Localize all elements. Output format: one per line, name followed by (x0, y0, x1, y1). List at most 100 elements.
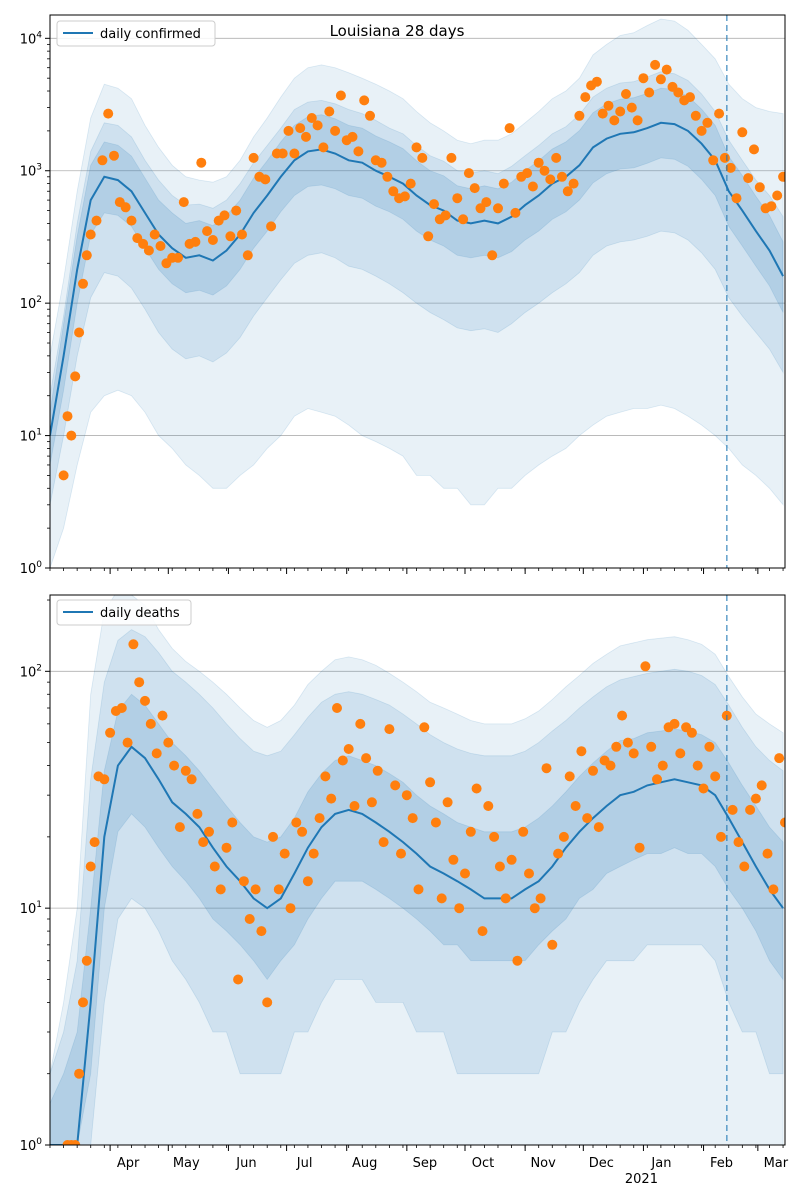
deaths-data-point (378, 837, 389, 848)
confirmed-data-point (673, 87, 684, 98)
confirmed-legend-box (56, 20, 216, 47)
deaths-data-point (425, 777, 436, 788)
deaths-legend: daily deaths (56, 599, 192, 626)
deaths-x-tick-label: Nov (530, 1156, 556, 1171)
confirmed-data-point (557, 171, 567, 182)
confirmed-data-point (545, 174, 556, 185)
deaths-data-point (349, 801, 360, 811)
deaths-data-point (250, 884, 261, 895)
deaths-y-tick-label: 101 (20, 900, 42, 917)
deaths-data-point (85, 861, 96, 872)
confirmed-data-point (301, 131, 311, 142)
deaths-data-point (739, 861, 750, 872)
deaths-data-point (460, 868, 470, 879)
deaths-data-point (634, 842, 645, 853)
confirmed-data-point (120, 202, 131, 213)
deaths-data-point (413, 884, 424, 895)
deaths-y-tick-label: 102 (20, 663, 42, 680)
confirmed-data-point (353, 146, 364, 157)
confirmed-data-point (178, 197, 189, 208)
deaths-data-point (692, 760, 703, 771)
deaths-data-point (611, 741, 622, 752)
deaths-x-tick-label: Jul (296, 1156, 313, 1171)
confirmed-data-point (603, 100, 614, 111)
confirmed-data-point (365, 110, 375, 121)
deaths-data-point (593, 822, 604, 833)
confirmed-data-point (109, 150, 119, 161)
confirmed-data-point (219, 210, 230, 221)
confirmed-data-point (242, 250, 253, 261)
deaths-data-point (733, 837, 744, 848)
confirmed-data-point (661, 64, 672, 75)
deaths-data-point (169, 760, 180, 771)
confirmed-data-point (359, 95, 370, 106)
deaths-band-inner (50, 693, 784, 1145)
deaths-data-point (256, 926, 267, 937)
confirmed-data-point (225, 231, 236, 242)
confirmed-data-point (504, 123, 515, 134)
deaths-data-point (163, 737, 174, 748)
deaths-data-point (145, 718, 156, 729)
deaths-data-point (500, 893, 511, 904)
deaths-data-point (558, 831, 569, 842)
deaths-data-point (576, 746, 587, 757)
confirmed-data-point (423, 231, 434, 242)
confirmed-data-point (615, 106, 626, 117)
deaths-data-point (99, 774, 110, 785)
deaths-data-point (279, 848, 290, 859)
confirmed-data-point (62, 411, 73, 422)
confirmed-data-point (411, 142, 422, 153)
confirmed-y-tick-label: 100 (20, 560, 43, 577)
deaths-data-point (582, 813, 593, 824)
confirmed-data-point (591, 76, 602, 87)
deaths-data-point (477, 926, 488, 937)
confirmed-data-point (440, 210, 451, 221)
confirmed-data-point (66, 430, 77, 441)
deaths-data-point (105, 727, 116, 738)
deaths-data-point (553, 848, 564, 859)
confirmed-data-point (231, 205, 242, 216)
deaths-data-point (605, 760, 616, 771)
deaths-data-point (302, 876, 313, 887)
deaths-data-point (547, 939, 558, 950)
deaths-data-point (134, 677, 145, 688)
deaths-data-point (762, 848, 773, 859)
deaths-panel: 100 101 102 Apr May Jun Jul Aug Sep Oct Nov Dec Jan… (20, 594, 789, 1187)
deaths-x-tick-label: Mar (764, 1156, 789, 1171)
confirmed-data-point (597, 108, 608, 119)
confirmed-data-point (446, 152, 457, 163)
deaths-y-axis: 100 101 102 (20, 599, 50, 1154)
confirmed-data-point (551, 152, 562, 163)
confirmed-data-point (725, 162, 736, 173)
confirmed-data-point (690, 110, 701, 121)
deaths-data-point (291, 817, 302, 828)
confirmed-data-point (493, 203, 503, 214)
deaths-data-point (89, 837, 100, 848)
confirmed-y-tick-label: 101 (20, 428, 42, 445)
deaths-data-point (227, 817, 238, 828)
confirmed-plot-area (50, 18, 785, 568)
confirmed-data-point (295, 123, 306, 134)
confirmed-data-point (702, 117, 713, 128)
confirmed-data-point (714, 108, 725, 119)
confirmed-axes-frame (49, 14, 786, 569)
confirmed-data-point (650, 59, 661, 70)
confirmed-data-point (155, 241, 166, 251)
deaths-data-point (361, 753, 372, 764)
deaths-data-point (617, 710, 628, 721)
confirmed-data-point (621, 89, 631, 99)
confirmed-data-point (655, 74, 666, 85)
deaths-data-point (326, 793, 337, 804)
deaths-data-point (704, 741, 715, 752)
deaths-data-point (657, 760, 668, 771)
deaths-x-tick-label: Apr (117, 1156, 140, 1171)
deaths-points (62, 639, 785, 1145)
deaths-data-point (745, 804, 756, 815)
deaths-x-tick-label: May (173, 1156, 200, 1171)
confirmed-data-point (85, 229, 96, 240)
confirmed-data-point (405, 178, 416, 189)
deaths-data-point (221, 842, 232, 853)
confirmed-data-point (388, 186, 399, 197)
confirmed-lines (50, 121, 784, 436)
confirmed-data-point (260, 174, 271, 185)
